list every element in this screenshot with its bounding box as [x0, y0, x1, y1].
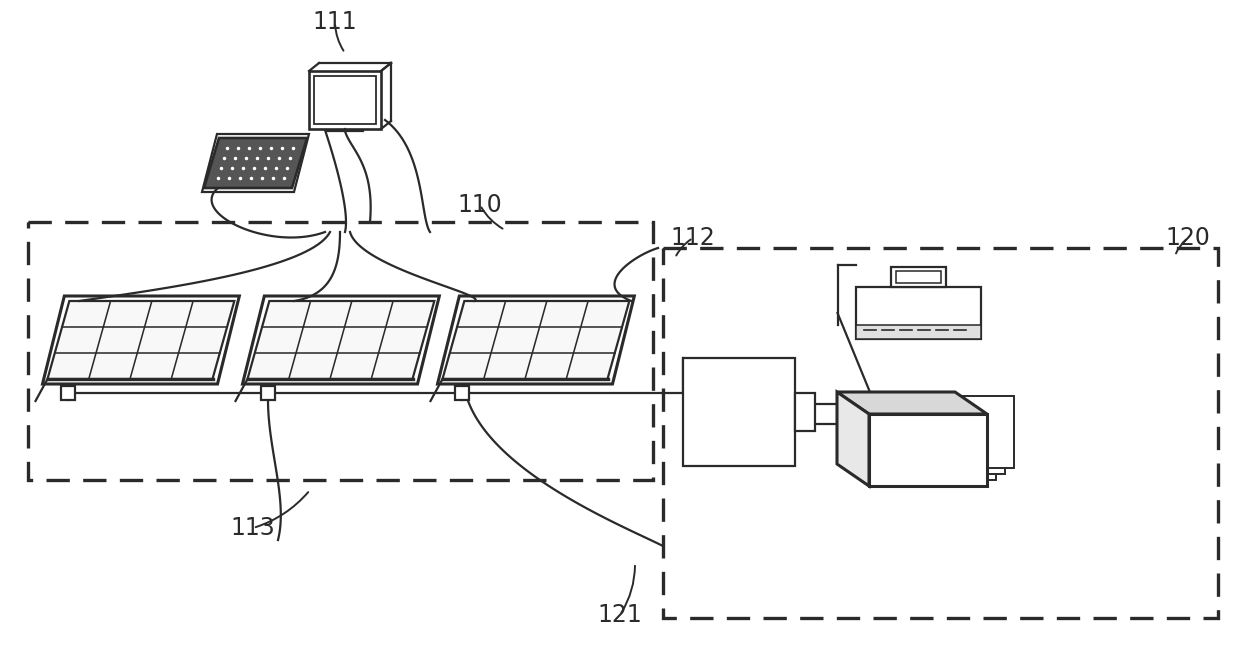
Bar	[890, 267, 945, 287]
Text: 121: 121	[598, 603, 642, 627]
Polygon shape	[837, 392, 869, 486]
Text: 110: 110	[458, 193, 502, 217]
Polygon shape	[897, 396, 1014, 468]
Text: 113: 113	[231, 516, 275, 540]
Bar	[663, 248, 1218, 618]
Polygon shape	[837, 392, 987, 414]
Polygon shape	[248, 301, 434, 379]
Polygon shape	[443, 301, 630, 379]
Polygon shape	[869, 414, 987, 486]
Bar	[29, 222, 653, 480]
Bar	[795, 393, 815, 431]
Bar	[856, 287, 981, 339]
Bar	[455, 386, 469, 400]
Text: 112: 112	[671, 226, 715, 250]
Polygon shape	[887, 402, 1004, 474]
Polygon shape	[878, 408, 996, 480]
Polygon shape	[309, 71, 381, 129]
Polygon shape	[47, 301, 234, 379]
Bar	[856, 325, 981, 339]
Bar	[895, 271, 940, 283]
Text: 111: 111	[312, 10, 357, 34]
Bar	[683, 358, 795, 466]
Bar	[260, 386, 275, 400]
Bar	[61, 386, 74, 400]
Polygon shape	[205, 138, 308, 188]
Text: 120: 120	[1166, 226, 1210, 250]
